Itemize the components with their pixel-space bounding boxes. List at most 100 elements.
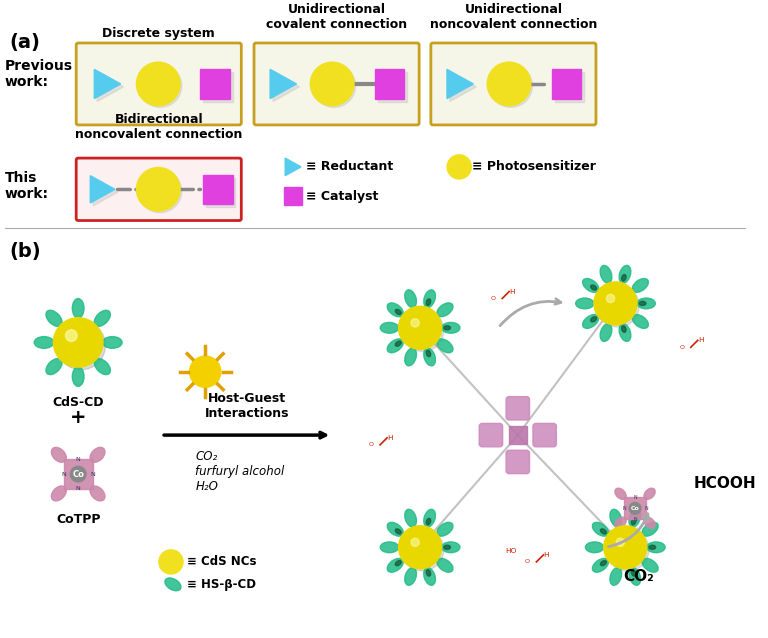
Circle shape (607, 529, 649, 571)
Text: N: N (61, 471, 66, 477)
FancyBboxPatch shape (533, 424, 556, 447)
Text: N: N (634, 517, 637, 522)
Text: CoTPP: CoTPP (56, 513, 101, 526)
Ellipse shape (380, 542, 399, 553)
Text: Host-Guest
Interactions: Host-Guest Interactions (205, 392, 290, 420)
Ellipse shape (426, 519, 431, 525)
Ellipse shape (424, 290, 435, 308)
Bar (206, 177, 236, 207)
Ellipse shape (426, 570, 431, 576)
Ellipse shape (387, 339, 403, 353)
Ellipse shape (444, 545, 451, 549)
Ellipse shape (396, 309, 401, 315)
Ellipse shape (46, 359, 62, 375)
Ellipse shape (600, 265, 612, 283)
Ellipse shape (632, 279, 648, 292)
Polygon shape (273, 72, 300, 101)
Bar (64, 459, 93, 489)
FancyBboxPatch shape (506, 397, 529, 420)
Ellipse shape (424, 348, 435, 366)
Ellipse shape (396, 529, 401, 534)
Text: Discrete system: Discrete system (102, 27, 215, 40)
Bar (624, 497, 646, 519)
Circle shape (616, 538, 624, 547)
Circle shape (190, 356, 220, 387)
Circle shape (399, 526, 442, 568)
Ellipse shape (639, 301, 646, 306)
Ellipse shape (619, 323, 631, 341)
Ellipse shape (644, 488, 655, 500)
Text: CO₂: CO₂ (624, 569, 654, 584)
Ellipse shape (405, 348, 416, 366)
Text: This
work:: This work: (5, 171, 49, 202)
Text: H: H (544, 552, 549, 558)
Text: N: N (76, 457, 81, 462)
Text: CO₂
furfuryl alcohol
H₂O: CO₂ furfuryl alcohol H₂O (195, 450, 285, 493)
Text: ≡ Catalyst: ≡ Catalyst (306, 189, 378, 203)
Ellipse shape (576, 298, 594, 309)
Ellipse shape (165, 578, 181, 591)
Ellipse shape (51, 447, 66, 463)
Ellipse shape (94, 359, 111, 375)
Ellipse shape (103, 337, 122, 348)
Ellipse shape (387, 558, 403, 572)
Ellipse shape (591, 285, 597, 290)
Circle shape (65, 330, 77, 341)
Ellipse shape (380, 322, 399, 333)
FancyBboxPatch shape (76, 43, 241, 125)
Circle shape (489, 64, 532, 107)
Ellipse shape (644, 517, 655, 528)
Polygon shape (93, 179, 118, 206)
Ellipse shape (396, 341, 401, 346)
Bar (204, 72, 233, 101)
Polygon shape (447, 70, 473, 99)
Ellipse shape (629, 568, 641, 585)
Ellipse shape (621, 274, 626, 281)
Ellipse shape (387, 523, 403, 536)
Ellipse shape (649, 545, 656, 549)
Ellipse shape (444, 326, 451, 330)
Polygon shape (270, 70, 296, 99)
Polygon shape (98, 72, 124, 101)
Ellipse shape (642, 523, 658, 536)
Circle shape (607, 294, 614, 302)
Text: ≡ HS-β-CD: ≡ HS-β-CD (187, 578, 256, 591)
Bar (375, 70, 405, 99)
Circle shape (399, 307, 442, 349)
FancyBboxPatch shape (506, 450, 529, 473)
Text: N: N (644, 506, 648, 511)
Circle shape (594, 282, 637, 325)
Ellipse shape (647, 542, 665, 553)
Ellipse shape (601, 561, 607, 566)
Text: Bidirectional
noncovalent connection: Bidirectional noncovalent connection (75, 112, 243, 140)
Text: ≡ CdS NCs: ≡ CdS NCs (187, 556, 256, 568)
Ellipse shape (396, 561, 401, 566)
Text: O: O (491, 296, 496, 301)
Circle shape (139, 170, 182, 212)
Ellipse shape (426, 299, 431, 306)
Text: O: O (525, 560, 530, 565)
Bar (509, 426, 527, 444)
Text: O: O (369, 442, 374, 447)
Ellipse shape (442, 542, 460, 553)
Polygon shape (91, 175, 115, 203)
Circle shape (139, 64, 182, 107)
Ellipse shape (600, 323, 612, 341)
Ellipse shape (621, 326, 626, 332)
Text: (b): (b) (10, 242, 41, 261)
Circle shape (488, 63, 531, 105)
Text: N: N (91, 471, 95, 477)
Circle shape (629, 502, 641, 514)
Text: O: O (680, 345, 684, 350)
Ellipse shape (94, 310, 111, 327)
Ellipse shape (631, 519, 636, 525)
Ellipse shape (601, 529, 607, 534)
Circle shape (597, 285, 639, 327)
Ellipse shape (405, 290, 416, 308)
Ellipse shape (632, 315, 648, 329)
Circle shape (57, 321, 105, 370)
Circle shape (448, 155, 471, 179)
Text: H: H (387, 435, 392, 441)
Circle shape (411, 538, 419, 547)
Text: +: + (70, 408, 87, 427)
